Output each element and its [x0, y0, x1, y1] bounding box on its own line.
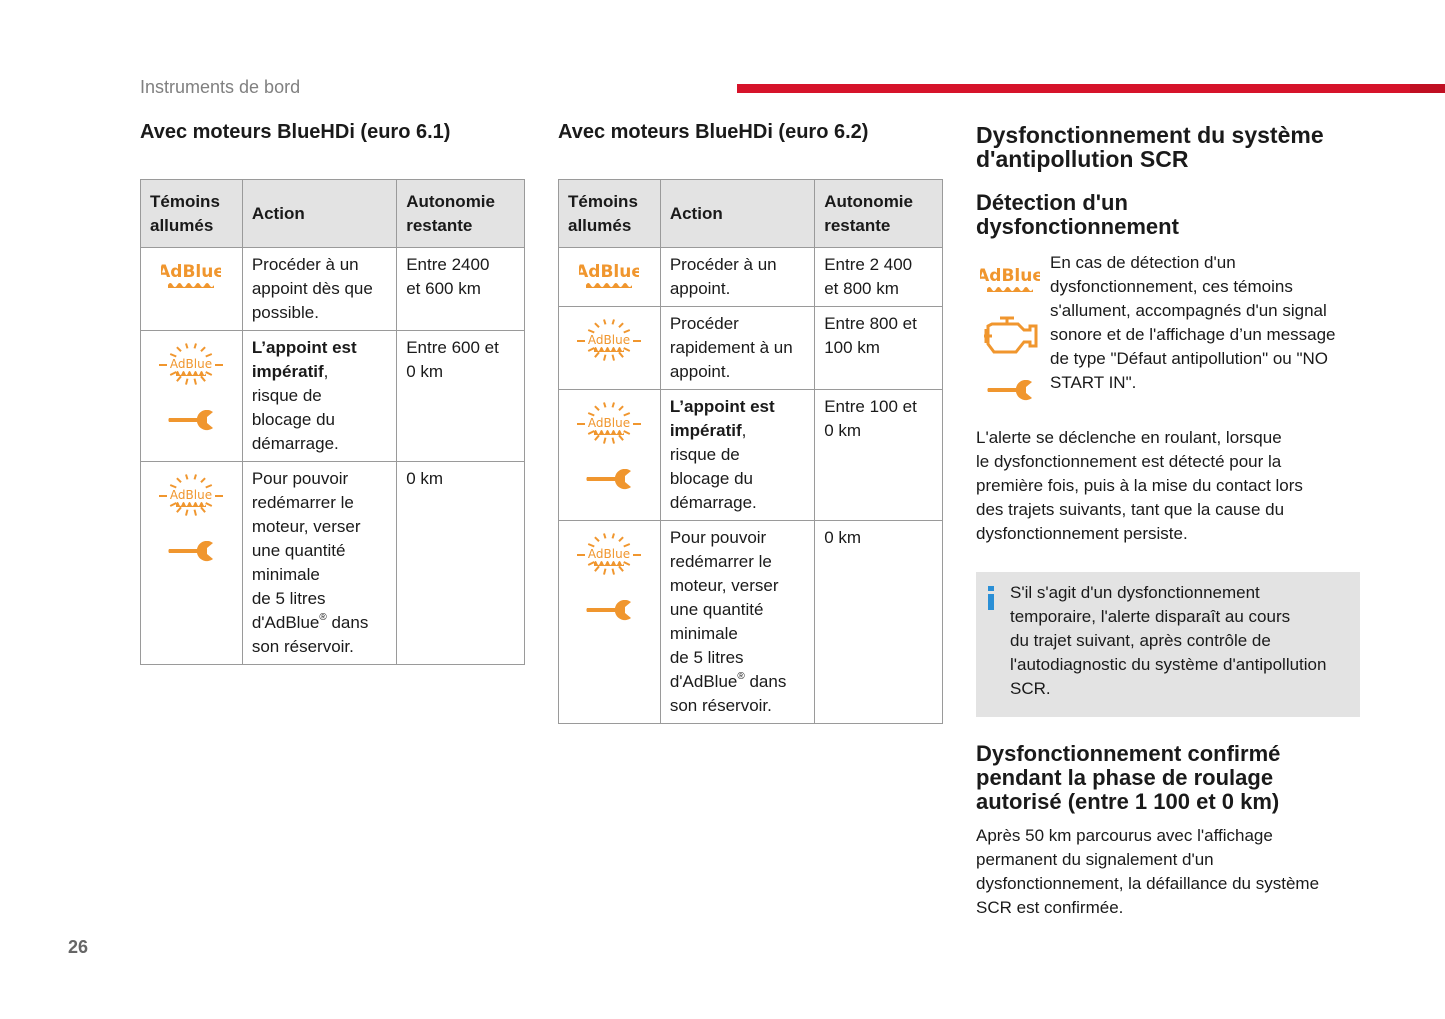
- remaining-range-cell: Entre 2 400 et 800 km: [814, 247, 943, 307]
- alert-text: L'alerte se déclenche en roulant, lorsqu…: [976, 428, 1303, 543]
- action-text-end: dans son réservoir.: [251, 613, 369, 656]
- adblue-flashing-icon: AdBlue: [141, 343, 242, 394]
- subsection-heading-confirmed: Dysfonctionnement confirmé pendant la ph…: [976, 741, 1281, 814]
- registered-mark: ®: [319, 612, 327, 623]
- detection-text: En cas de détection d'un dysfonctionneme…: [1050, 253, 1336, 392]
- action-text: Pour pouvoir redémarrer le moteur, verse…: [251, 469, 361, 632]
- svg-text:AdBlue: AdBlue: [588, 416, 630, 430]
- svg-text:AdBlue: AdBlue: [161, 262, 221, 282]
- table-title-euro61: Avec moteurs BlueHDi (euro 6.1): [140, 121, 451, 143]
- action-emphasis: L’appoint est impératif: [669, 397, 775, 440]
- remaining-range-cell: 0 km: [814, 520, 943, 724]
- action-text: Pour pouvoir redémarrer le moteur, verse…: [669, 528, 779, 691]
- action-text-end: dans son réservoir.: [669, 672, 787, 715]
- wrench-icon: [559, 468, 660, 498]
- engine-icon: [982, 315, 1040, 362]
- action-cell: L’appoint est impératif, risque de bloca…: [241, 330, 398, 462]
- header-accent-bar-end: [1410, 84, 1445, 93]
- indicator-cell: AdBlue: [558, 520, 661, 724]
- column-header-indicators: Témoins allumés: [558, 179, 661, 248]
- action-cell: Procéder à un appoint.: [659, 247, 816, 307]
- svg-text:AdBlue: AdBlue: [170, 488, 212, 502]
- action-text: , risque de blocage du démarrage.: [251, 362, 339, 453]
- table-row: AdBlue Procéder rapidement à un appoint. E…: [558, 306, 943, 390]
- action-text: Procéder rapidement à un appoint.: [669, 314, 793, 381]
- table-row: AdBlue Procéder à un appoint dès que poss…: [140, 247, 525, 331]
- section-heading: Dysfonctionnement du système d'antipollu…: [976, 122, 1324, 172]
- action-text: Procéder à un appoint.: [669, 255, 777, 298]
- header-row: Témoins allumés Action Autonomie restante: [140, 179, 525, 248]
- indicator-cell: AdBlue: [140, 330, 243, 462]
- svg-text:AdBlue: AdBlue: [170, 357, 212, 371]
- header-accent-bar: [737, 84, 1445, 93]
- wrench-icon: [986, 379, 1034, 407]
- table-row: AdBlue Pour pouvoir redémarrer le moteur,…: [140, 461, 525, 665]
- page-number: 26: [68, 937, 89, 957]
- action-cell: L’appoint est impératif, risque de bloca…: [659, 389, 816, 521]
- indicator-cell: AdBlue: [558, 247, 661, 307]
- indicator-cell: AdBlue: [558, 306, 661, 390]
- section-title: Instruments de bord: [140, 77, 301, 97]
- action-cell: Procéder rapidement à un appoint.: [659, 306, 816, 390]
- confirmed-text: Après 50 km parcourus avec l'affichage p…: [976, 826, 1320, 917]
- table-row: AdBlue L’appoint est impératif, risque de…: [140, 330, 525, 462]
- wrench-icon: [141, 409, 242, 439]
- remaining-range-cell: Entre 2400 et 600 km: [396, 247, 525, 331]
- svg-text:AdBlue: AdBlue: [579, 262, 639, 282]
- column-header-indicators: Témoins allumés: [140, 179, 243, 248]
- adblue-icon: AdBlue: [141, 260, 242, 301]
- action-cell: Procéder à un appoint dès que possible.: [241, 247, 398, 331]
- column-header-remaining-range: Autonomie restante: [814, 179, 943, 248]
- adblue-icon: AdBlue: [976, 264, 1044, 303]
- action-cell: Pour pouvoir redémarrer le moteur, verse…: [659, 520, 816, 724]
- table-euro62: Témoins allumés Action Autonomie restante A…: [558, 179, 943, 724]
- indicator-cell: AdBlue: [140, 461, 243, 665]
- info-text: S'il s'agit d'un dysfonctionnement tempo…: [1010, 583, 1327, 698]
- info-box: S'il s'agit d'un dysfonctionnement tempo…: [976, 572, 1360, 717]
- svg-text:AdBlue: AdBlue: [588, 547, 630, 561]
- registered-mark: ®: [737, 671, 745, 682]
- action-cell: Pour pouvoir redémarrer le moteur, verse…: [241, 461, 398, 665]
- column-header-action: Action: [241, 179, 398, 248]
- remaining-range-cell: 0 km: [396, 461, 525, 665]
- indicator-cell: AdBlue: [140, 247, 243, 331]
- column-header-remaining-range: Autonomie restante: [396, 179, 525, 248]
- table-row: AdBlue Procéder à un appoint. Entre 2 400 …: [558, 247, 943, 307]
- indicator-cell: AdBlue: [558, 389, 661, 521]
- action-emphasis: L’appoint est impératif: [251, 338, 357, 381]
- subsection-heading-detection: Détection d'un dysfonctionnement: [976, 190, 1179, 239]
- action-text: , risque de blocage du démarrage.: [669, 421, 757, 512]
- adblue-flashing-icon: AdBlue: [559, 319, 660, 370]
- svg-text:AdBlue: AdBlue: [980, 266, 1040, 286]
- wrench-icon: [141, 540, 242, 570]
- table-row: AdBlue L’appoint est impératif, risque de…: [558, 389, 943, 521]
- info-icon: [987, 586, 995, 610]
- adblue-flashing-icon: AdBlue: [559, 533, 660, 584]
- column-header-action: Action: [659, 179, 816, 248]
- adblue-flashing-icon: AdBlue: [141, 474, 242, 525]
- remaining-range-cell: Entre 600 et 0 km: [396, 330, 525, 462]
- table-euro61: Témoins allumés Action Autonomie restante A…: [140, 179, 525, 665]
- action-text: Procéder à un appoint dès que possible.: [251, 255, 373, 322]
- table-title-euro62: Avec moteurs BlueHDi (euro 6.2): [558, 121, 869, 143]
- table-row: AdBlue Pour pouvoir redémarrer le moteur,…: [558, 520, 943, 724]
- remaining-range-cell: Entre 100 et 0 km: [814, 389, 943, 521]
- adblue-flashing-icon: AdBlue: [559, 402, 660, 453]
- header-row: Témoins allumés Action Autonomie restante: [558, 179, 943, 248]
- remaining-range-cell: Entre 800 et 100 km: [814, 306, 943, 390]
- svg-text:AdBlue: AdBlue: [588, 333, 630, 347]
- adblue-icon: AdBlue: [559, 260, 660, 301]
- wrench-icon: [559, 599, 660, 629]
